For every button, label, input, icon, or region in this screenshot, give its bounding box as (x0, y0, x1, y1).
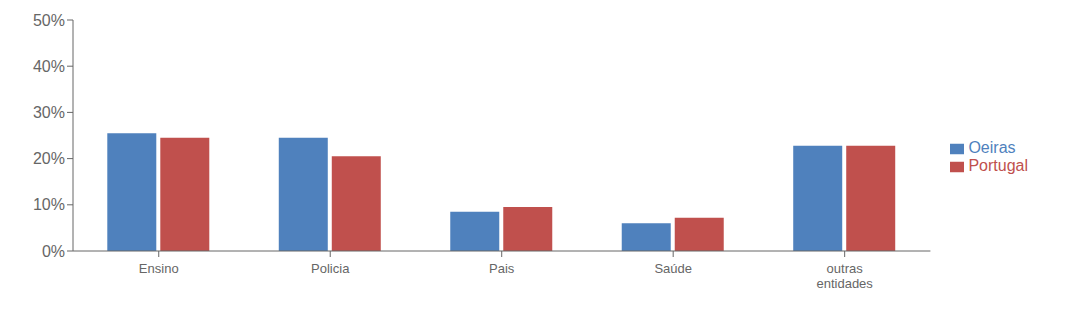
svg-text:10%: 10% (33, 196, 65, 213)
svg-text:outrasentidades: outrasentidades (816, 261, 873, 291)
svg-text:Pais: Pais (489, 261, 515, 276)
svg-text:30%: 30% (33, 104, 65, 121)
svg-text:Saúde: Saúde (654, 261, 692, 276)
svg-text:0%: 0% (42, 243, 65, 260)
html-text:Portugal: Portugal (968, 157, 1028, 174)
svg-text:40%: 40% (33, 58, 65, 75)
svg-text:20%: 20% (33, 150, 65, 167)
svg-text:Ensino: Ensino (139, 261, 179, 276)
html-text:Oeiras: Oeiras (968, 139, 1016, 156)
svg-text:50%: 50% (33, 12, 65, 29)
svg-text:Policia: Policia (311, 261, 350, 276)
